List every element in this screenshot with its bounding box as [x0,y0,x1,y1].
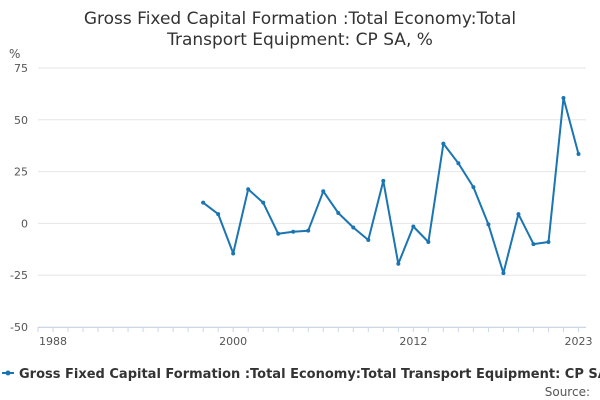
data-point[interactable] [396,261,401,266]
legend-point-marker [5,370,11,376]
x-axis-ticks: 1988 2000 2012 2023 [37,327,592,348]
y-tick-label: 25 [14,166,28,179]
data-point[interactable] [246,187,251,192]
x-tick-label: 2000 [219,335,247,348]
grid-lines [38,67,586,328]
x-tick-label: 2012 [399,335,427,348]
chart-title-line-1: Gross Fixed Capital Formation :Total Eco… [84,9,516,29]
y-tick-label: 0 [21,217,28,230]
chart-title-line-2: Transport Equipment: CP SA, % [166,30,433,50]
y-tick-label: 50 [14,114,28,127]
data-point[interactable] [456,161,461,166]
data-point[interactable] [216,212,221,217]
data-point[interactable] [531,242,536,247]
data-point[interactable] [546,240,551,245]
data-point[interactable] [291,229,296,234]
data-point[interactable] [471,185,476,190]
data-point[interactable] [561,96,566,101]
data-point[interactable] [336,211,341,216]
legend[interactable]: Gross Fixed Capital Formation :Total Eco… [2,367,600,382]
data-point[interactable] [276,231,281,236]
data-point[interactable] [366,237,371,242]
legend-label[interactable]: Gross Fixed Capital Formation :Total Eco… [19,367,600,382]
data-point[interactable] [501,271,506,276]
data-point[interactable] [321,189,326,194]
y-tick-label: 75 [14,62,28,75]
y-tick-label: -25 [10,269,28,282]
data-point[interactable] [351,225,356,230]
data-point[interactable] [516,212,521,217]
data-point[interactable] [306,228,311,233]
series-group [201,96,581,276]
data-point[interactable] [201,200,206,205]
y-axis-unit-label: % [9,47,20,61]
data-point[interactable] [381,178,386,183]
data-point[interactable] [426,240,431,245]
x-tick-label: 2023 [564,335,592,348]
source-label: Source: [545,385,590,399]
y-axis-ticks: 75 50 25 0 -25 -50 [10,62,28,334]
data-point[interactable] [261,200,266,205]
y-tick-label: -50 [10,321,28,334]
data-point[interactable] [231,251,236,256]
data-point[interactable] [576,151,581,156]
data-point[interactable] [486,222,491,227]
x-tick-label: 1988 [39,335,67,348]
data-point[interactable] [441,141,446,146]
series-line [202,97,580,275]
data-point[interactable] [411,224,416,229]
